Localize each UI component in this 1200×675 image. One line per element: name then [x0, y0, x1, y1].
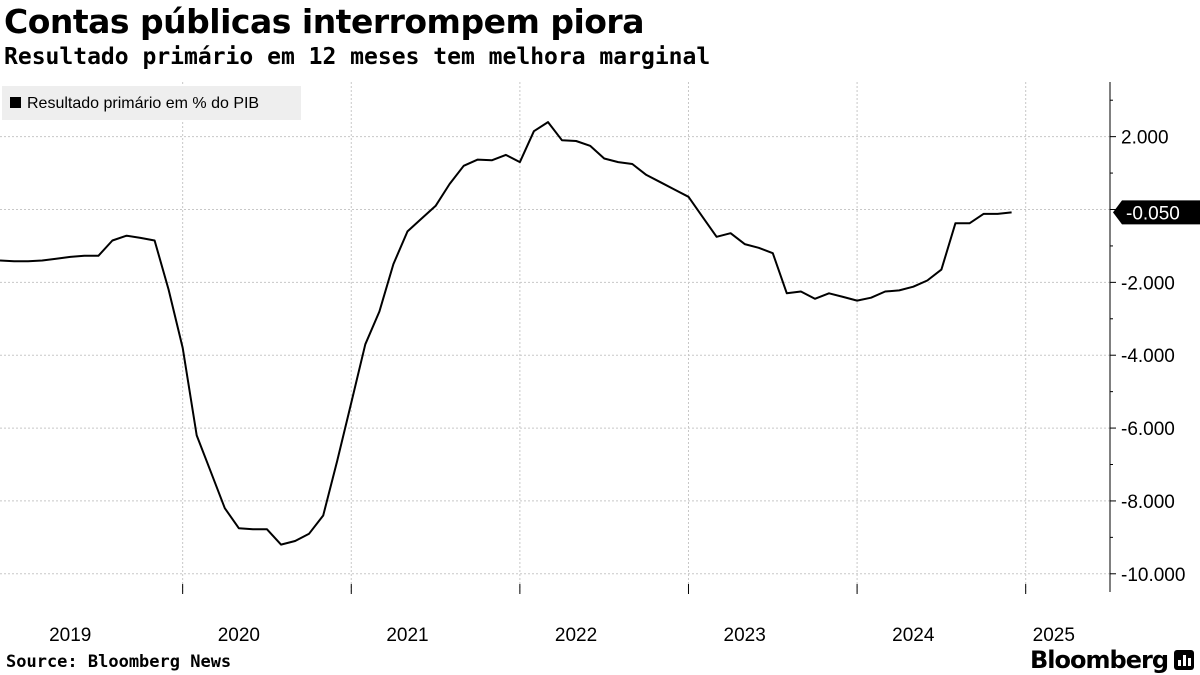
legend-label: Resultado primário em % do PIB: [27, 95, 259, 112]
x-tick-label: 2019: [49, 625, 91, 646]
series-layer: [0, 121, 1012, 546]
bloomberg-logo: Bloomberg: [1030, 646, 1169, 674]
y-tick-label: -4.000: [1121, 346, 1175, 367]
x-tick-label: 2025: [1033, 625, 1075, 646]
chart-subtitle: Resultado primário em 12 meses tem melho…: [4, 44, 711, 70]
y-tick-label: 2.000: [1121, 128, 1169, 149]
x-tick-label: 2024: [892, 625, 935, 646]
y-tick-label: -10.000: [1121, 565, 1185, 586]
y-tick-label: -2.000: [1121, 273, 1175, 294]
legend-background: [2, 86, 301, 120]
legend: Resultado primário em % do PIB: [2, 86, 301, 120]
chart-title: Contas públicas interrompem piora: [4, 2, 644, 41]
x-axis: 2019 2020 2021 2022 2023 2024 2025: [49, 584, 1075, 646]
source-note: Source: Bloomberg News: [6, 652, 232, 672]
legend-swatch: [10, 97, 21, 108]
x-tick-label: 2020: [218, 625, 260, 646]
last-value-label: -0.050: [1126, 203, 1180, 224]
x-tick-label: 2021: [386, 625, 428, 646]
bloomberg-chart-icon: [1174, 650, 1194, 670]
series-line: [0, 121, 1012, 546]
last-value-badge: [1113, 200, 1200, 225]
y-tick-label: -8.000: [1121, 492, 1175, 513]
y-tick-label: -6.000: [1121, 419, 1175, 440]
y-axis: 2.000 -2.000 -4.000 -6.000 -8.000 -10.000 -0.0…: [1109, 82, 1200, 592]
grid: [0, 82, 1110, 592]
x-tick-label: 2022: [555, 625, 597, 646]
x-tick-label: 2023: [724, 625, 766, 646]
